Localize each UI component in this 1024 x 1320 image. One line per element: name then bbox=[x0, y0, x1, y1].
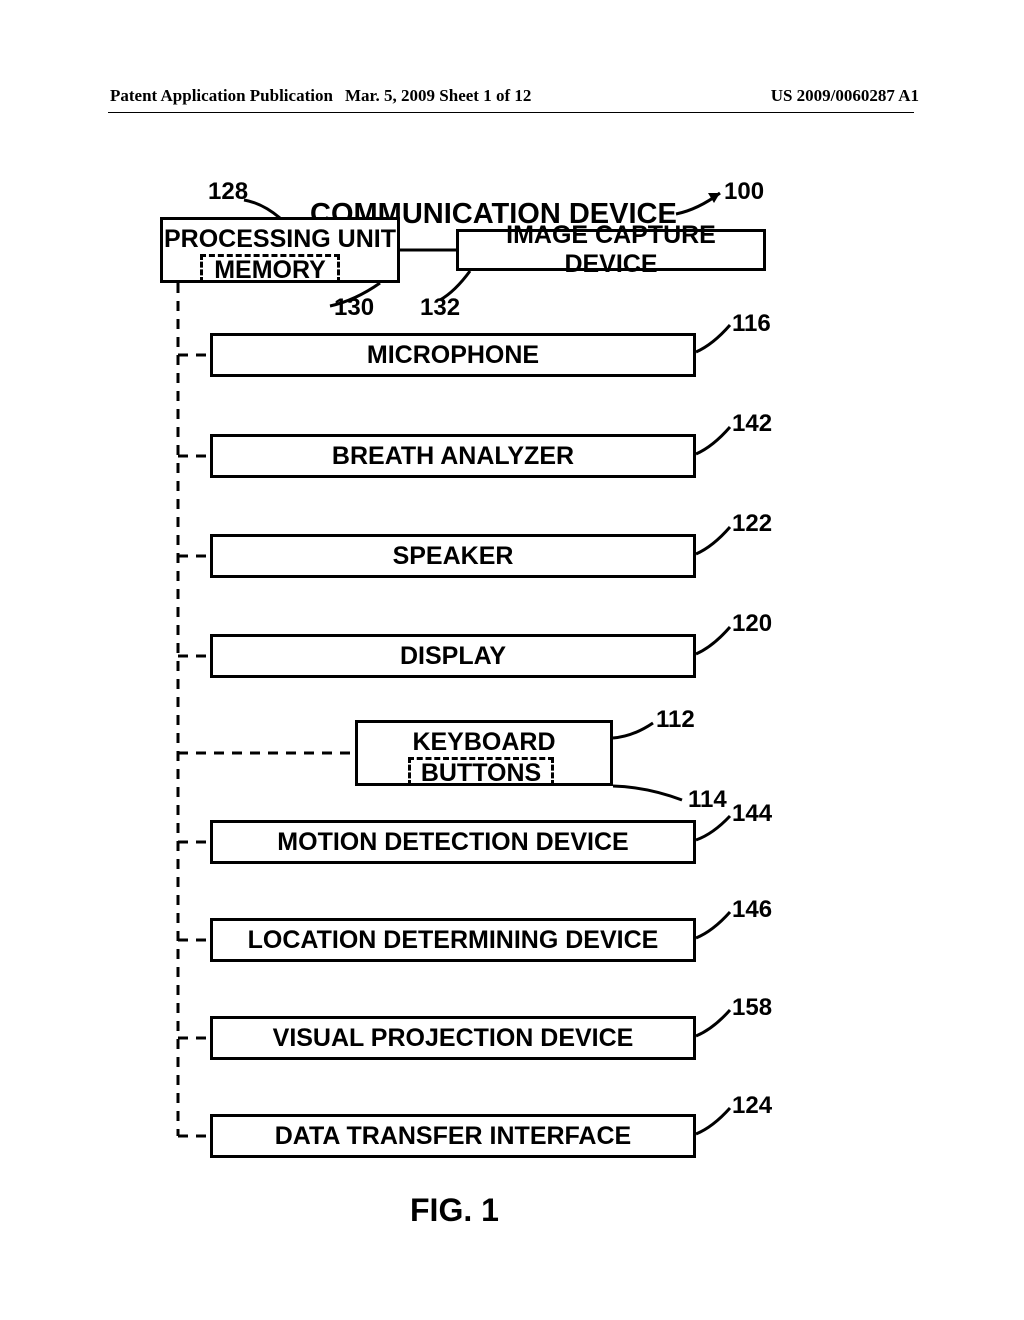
node-buttons: BUTTONS bbox=[408, 757, 554, 786]
node-data-transfer: DATA TRANSFER INTERFACE bbox=[210, 1114, 696, 1158]
ref-146: 146 bbox=[732, 896, 772, 924]
ref-128: 128 bbox=[208, 178, 248, 206]
node-breath-analyzer: BREATH ANALYZER bbox=[210, 434, 696, 478]
node-location-determining: LOCATION DETERMINING DEVICE bbox=[210, 918, 696, 962]
node-label: IMAGE CAPTURE DEVICE bbox=[459, 221, 763, 279]
figure-caption: FIG. 1 bbox=[410, 1192, 499, 1229]
node-memory: MEMORY bbox=[200, 254, 340, 283]
node-label: KEYBOARD bbox=[412, 728, 555, 757]
ref-142: 142 bbox=[732, 410, 772, 438]
diagram: COMMUNICATION DEVICE PROCESSING UNIT MEM… bbox=[0, 0, 1024, 1320]
ref-158: 158 bbox=[732, 994, 772, 1022]
node-label: MEMORY bbox=[214, 256, 326, 285]
node-label: BREATH ANALYZER bbox=[332, 442, 574, 471]
ref-120: 120 bbox=[732, 610, 772, 638]
node-image-capture: IMAGE CAPTURE DEVICE bbox=[456, 229, 766, 271]
ref-130: 130 bbox=[334, 294, 374, 322]
ref-122: 122 bbox=[732, 510, 772, 538]
ref-116: 116 bbox=[732, 310, 771, 338]
node-display: DISPLAY bbox=[210, 634, 696, 678]
ref-114: 114 bbox=[688, 786, 727, 814]
ref-100: 100 bbox=[724, 178, 764, 206]
node-motion-detection: MOTION DETECTION DEVICE bbox=[210, 820, 696, 864]
node-microphone: MICROPHONE bbox=[210, 333, 696, 377]
node-label: DATA TRANSFER INTERFACE bbox=[275, 1122, 631, 1151]
ref-112: 112 bbox=[656, 706, 695, 734]
ref-132: 132 bbox=[420, 294, 460, 322]
node-label: SPEAKER bbox=[393, 542, 514, 571]
node-visual-projection: VISUAL PROJECTION DEVICE bbox=[210, 1016, 696, 1060]
node-label: LOCATION DETERMINING DEVICE bbox=[248, 926, 659, 955]
node-label: BUTTONS bbox=[421, 759, 541, 788]
node-label: DISPLAY bbox=[400, 642, 506, 671]
node-label: VISUAL PROJECTION DEVICE bbox=[273, 1024, 634, 1053]
node-label: MOTION DETECTION DEVICE bbox=[277, 828, 628, 857]
node-label: PROCESSING UNIT bbox=[164, 225, 396, 254]
node-speaker: SPEAKER bbox=[210, 534, 696, 578]
ref-124: 124 bbox=[732, 1092, 772, 1120]
node-label: MICROPHONE bbox=[367, 341, 539, 370]
ref-144: 144 bbox=[732, 800, 772, 828]
